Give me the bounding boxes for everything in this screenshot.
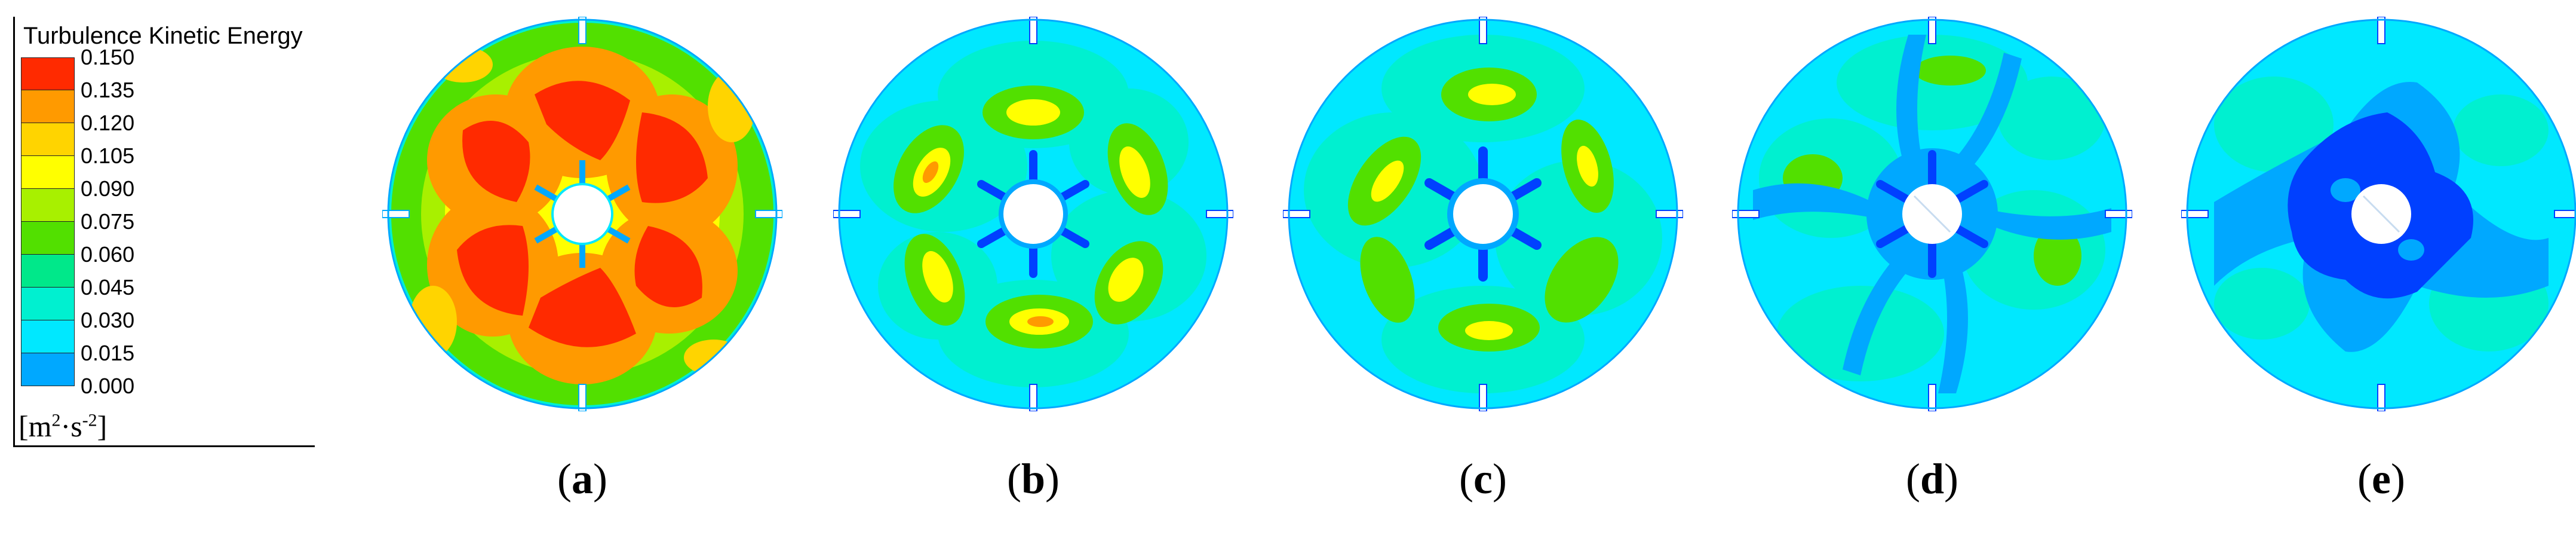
tick-label: 0.045: [81, 275, 135, 299]
hub-hole: [1453, 184, 1513, 244]
tick-label: 0.150: [81, 45, 135, 69]
caption-c: (c): [1459, 455, 1507, 503]
contour-plot-d: [1731, 16, 2133, 412]
tick-label: 0.060: [81, 242, 135, 267]
colorbar-swatch: [21, 123, 75, 156]
caption-a: (a): [557, 455, 607, 503]
colorbar-legend: Turbulence Kinetic Energy 0.150 0.135 0.…: [13, 17, 315, 447]
contour-plot-b: [833, 16, 1234, 412]
colorbar-swatch: [21, 288, 75, 320]
colorbar-swatch: [21, 320, 75, 353]
colorbar-swatch: [21, 255, 75, 288]
contour-panel-e: [2181, 16, 2576, 412]
caption-b: (b): [1006, 455, 1060, 503]
caption-e: (e): [2357, 455, 2405, 503]
colorbar-swatch: [21, 189, 75, 222]
colorbar-swatch: [21, 57, 75, 90]
tick-label: 0.075: [81, 209, 135, 234]
tick-label: 0.135: [81, 78, 135, 102]
tick-label: 0.120: [81, 111, 135, 135]
contour-panel-a: [382, 16, 783, 412]
contour-plot-a: [382, 16, 783, 412]
tick-label: 0.030: [81, 308, 135, 332]
contour-plot-c: [1282, 16, 1684, 412]
tick-label: 0.090: [81, 176, 135, 201]
contour-panel-b: [833, 16, 1234, 412]
contour-plot-e: [2181, 16, 2576, 412]
tick-label: 0.015: [81, 341, 135, 365]
contour-panel-c: [1282, 16, 1684, 412]
colorbar-swatch: [21, 353, 75, 386]
legend-title: Turbulence Kinetic Energy: [23, 23, 303, 49]
unit-label: [m2·s-2]: [19, 409, 108, 443]
tick-label: 0.000: [81, 374, 135, 398]
hub-hole: [554, 185, 611, 243]
caption-d: (d): [1905, 455, 1958, 503]
tick-label: 0.105: [81, 143, 135, 168]
colorbar-swatch: [21, 222, 75, 255]
colorbar-swatch: [21, 156, 75, 189]
hub-hole: [1003, 184, 1063, 244]
contour-panel-d: [1731, 16, 2133, 412]
colorbar: [21, 57, 75, 386]
colorbar-swatch: [21, 90, 75, 123]
